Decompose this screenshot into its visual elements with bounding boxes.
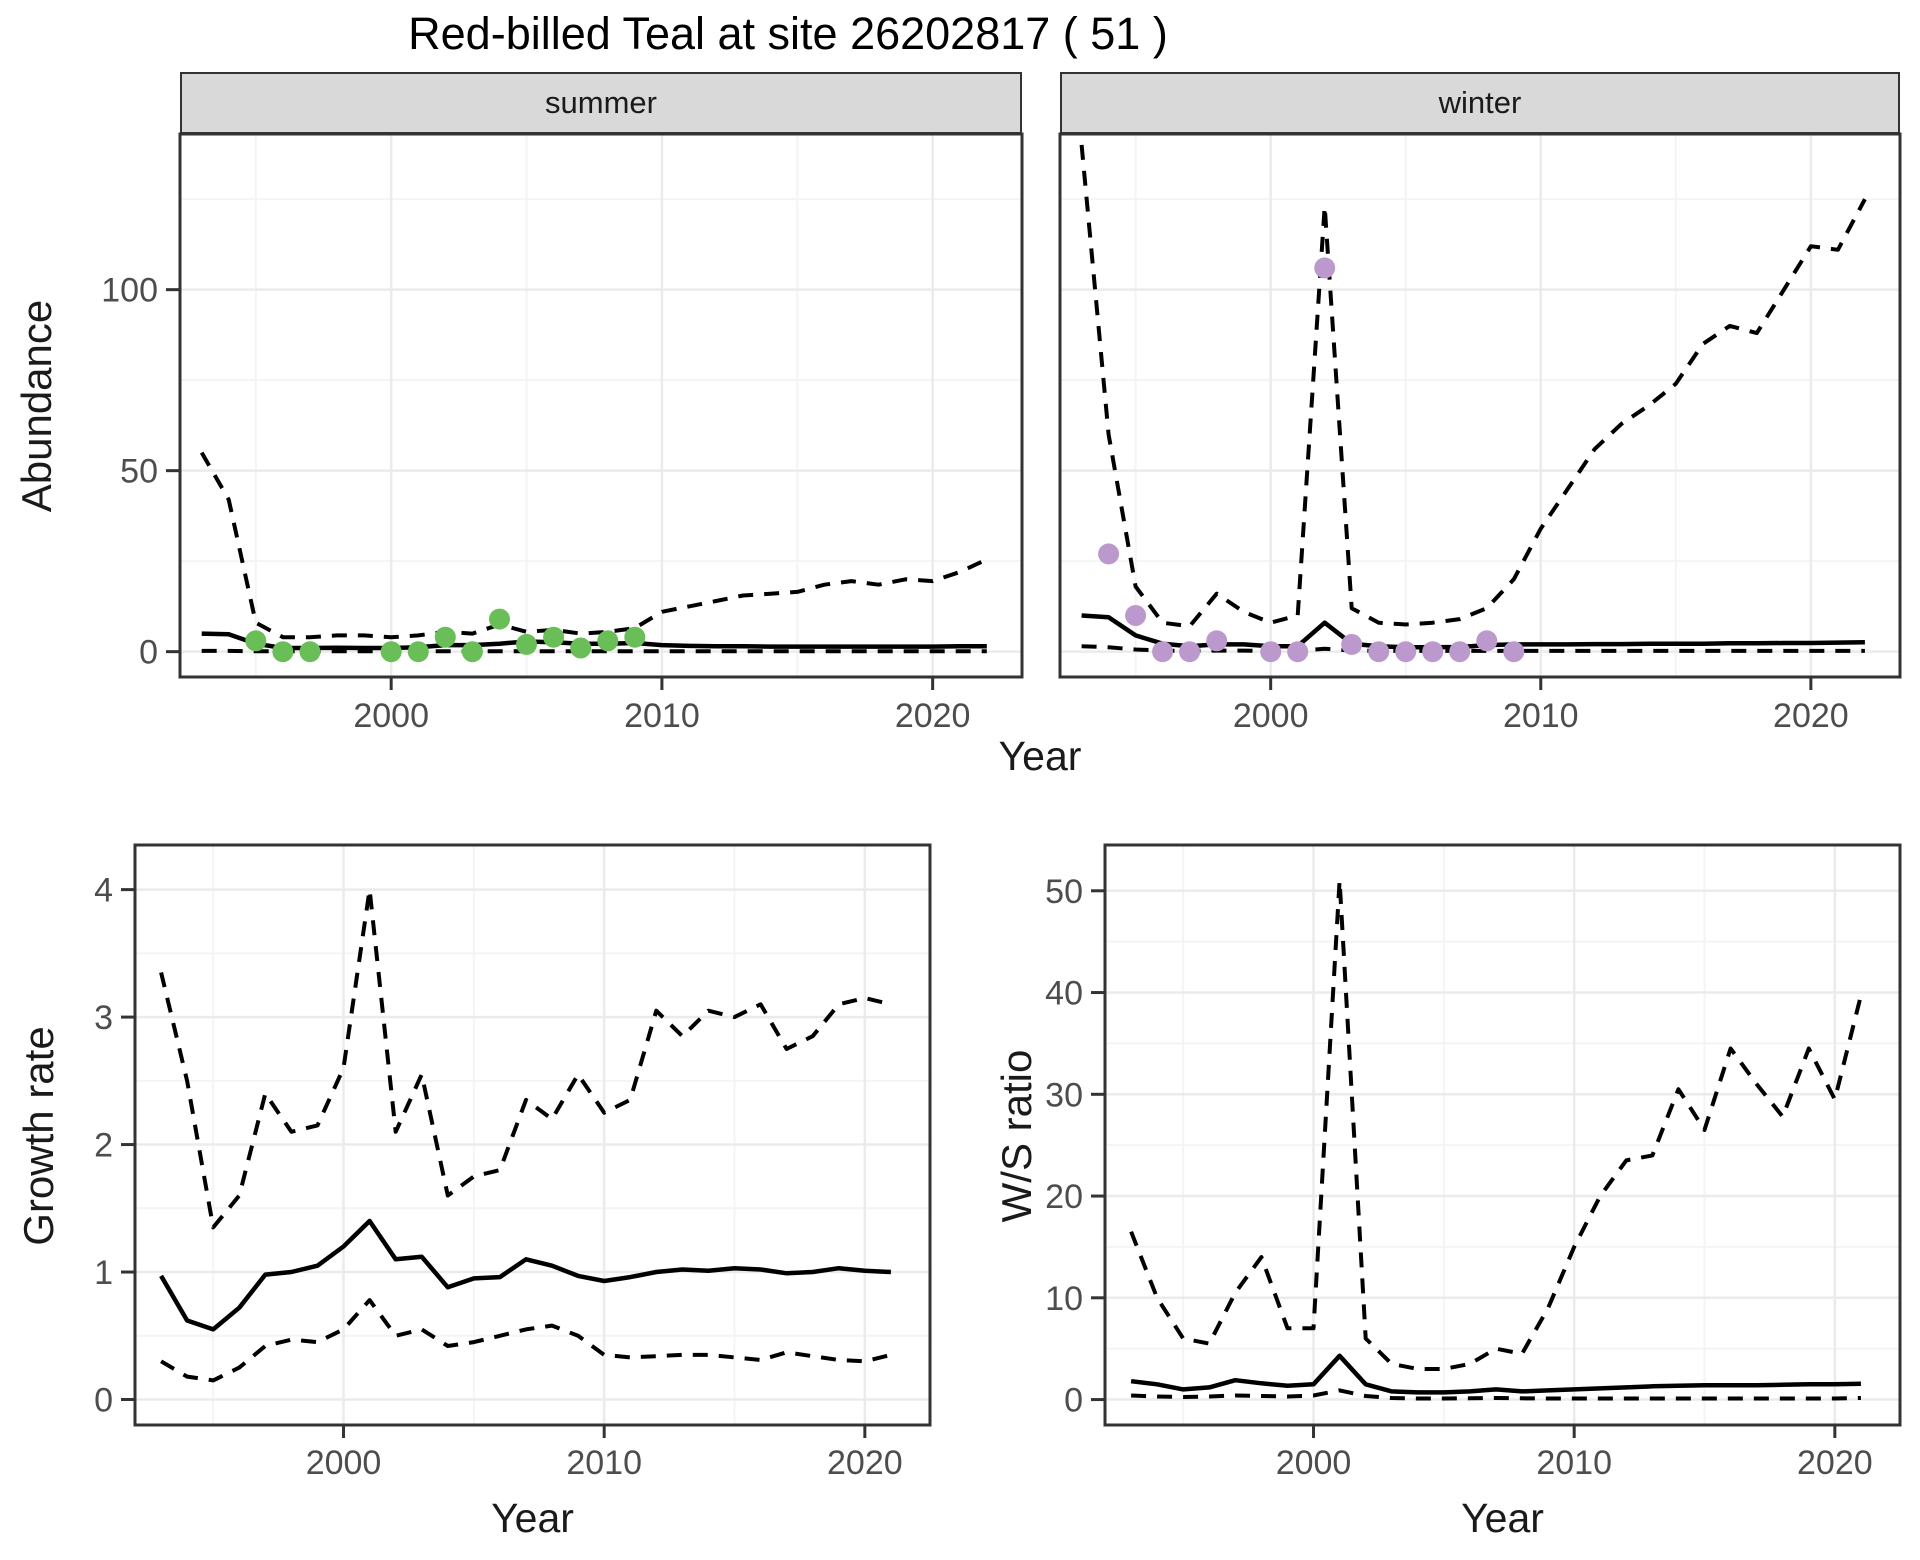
y-tick-label: 50 — [1045, 873, 1083, 911]
y-tick-label: 50 — [120, 453, 158, 491]
panel-background-abundance-summer — [180, 134, 1022, 677]
abundance-summer-observation-point-1995 — [245, 630, 267, 652]
y-tick-label: 40 — [1045, 975, 1083, 1013]
x-tick-label: 2010 — [1503, 697, 1579, 735]
y-tick-label: 30 — [1045, 1076, 1083, 1114]
abundance-summer-observation-point-2006 — [543, 626, 565, 648]
abundance-winter-observation-point-1998 — [1206, 630, 1228, 652]
abundance-winter-observation-point-2000 — [1260, 641, 1282, 663]
abundance-summer-observation-point-2000 — [380, 641, 402, 663]
x-axis-title-growth-rate: Year — [491, 1495, 574, 1541]
x-tick-label: 2020 — [1773, 697, 1849, 735]
abundance-summer-observation-point-2008 — [597, 630, 619, 652]
panel-border-abundance-winter — [1058, 132, 1902, 679]
x-tick-label: 2020 — [895, 697, 971, 735]
facet-strip-summer: summer — [180, 72, 1022, 134]
y-tick-label: 0 — [1064, 1382, 1083, 1420]
abundance-summer-observation-point-2009 — [624, 626, 646, 648]
abundance-winter-observation-point-1997 — [1179, 641, 1201, 663]
growth-rate-fit-line — [159, 1218, 892, 1332]
y-tick-label: 2 — [94, 1127, 113, 1165]
y-tick-label: 4 — [94, 872, 113, 910]
y-tick-label: 0 — [94, 1382, 113, 1420]
abundance-summer-observation-point-2001 — [407, 641, 429, 663]
y-tick-label: 20 — [1045, 1178, 1083, 1216]
y-tick-label: 100 — [101, 272, 158, 310]
abundance-winter-upper_ci-line — [1079, 144, 1867, 629]
x-tick-label: 2000 — [1276, 1444, 1352, 1482]
abundance-winter-observation-point-1995 — [1125, 605, 1147, 626]
panel-border-growth-rate — [133, 843, 932, 1427]
y-axis-title-abundance: Abundance — [13, 299, 60, 513]
facet-strip-winter: winter — [1060, 72, 1900, 134]
chart-title: Red-billed Teal at site 26202817 ( 51 ) — [408, 8, 1168, 59]
y-tick-label: 0 — [139, 634, 158, 672]
abundance-winter-observation-point-2006 — [1422, 641, 1444, 663]
x-tick-label: 2000 — [1233, 697, 1309, 735]
ws-ratio-lower_ci-line — [1131, 1388, 1861, 1401]
panel-abundance-winter: 2000 2010 2020 — [1058, 132, 1902, 735]
growth-rate-upper_ci-line — [159, 887, 892, 1230]
x-tick-label: 2010 — [624, 697, 700, 735]
abundance-summer-observation-point-2004 — [489, 608, 510, 630]
growth-rate-lower_ci-line — [160, 1298, 892, 1383]
abundance-summer-observation-point-2003 — [461, 641, 483, 663]
abundance-summer-observation-point-1997 — [299, 641, 321, 663]
abundance-summer-observation-point-1996 — [272, 641, 294, 663]
abundance-winter-observation-point-1996 — [1152, 641, 1174, 663]
x-tick-label: 2000 — [353, 697, 429, 735]
panel-border-abundance-summer — [178, 132, 1024, 679]
abundance-winter-observation-point-2004 — [1368, 641, 1390, 663]
abundance-summer-observation-point-2007 — [570, 637, 592, 659]
abundance-winter-observation-point-2003 — [1341, 633, 1363, 655]
facet-strip-winter-label: winter — [1438, 85, 1522, 120]
abundance-winter-observation-point-2007 — [1449, 641, 1471, 663]
y-tick-label: 1 — [94, 1254, 113, 1292]
x-axis-title-top: Year — [998, 733, 1082, 779]
x-tick-label: 2000 — [306, 1444, 382, 1482]
x-axis-title-ws-ratio: Year — [1461, 1495, 1544, 1541]
panel-border-ws-ratio — [1103, 843, 1902, 1427]
abundance-winter-observation-point-2008 — [1476, 630, 1498, 652]
abundance-summer-observation-point-2005 — [516, 633, 537, 655]
abundance-winter-observation-point-2009 — [1503, 641, 1525, 663]
x-tick-label: 2020 — [1797, 1444, 1873, 1482]
y-axis-title-ws-ratio: W/S ratio — [993, 1049, 1040, 1223]
y-tick-label: 10 — [1045, 1280, 1083, 1318]
panel-background-abundance-winter — [1060, 134, 1900, 677]
panel-ws-ratio: 2000 2010 2020 0 10 20 30 40 50 — [1045, 843, 1902, 1482]
abundance-winter-observation-point-2001 — [1287, 641, 1309, 663]
x-tick-label: 2020 — [827, 1444, 903, 1482]
y-tick-label: 3 — [94, 999, 113, 1037]
ws-ratio-fit-line — [1130, 1353, 1861, 1395]
facet-strip-summer-label: summer — [545, 85, 657, 120]
abundance-winter-observation-point-2005 — [1395, 641, 1417, 663]
abundance-summer-upper_ci-line — [199, 451, 988, 640]
y-axis-title-growth-rate: Growth rate — [15, 1026, 62, 1246]
panel-background-ws-ratio — [1105, 845, 1900, 1425]
abundance-winter-observation-point-1994 — [1098, 543, 1120, 565]
panel-abundance-summer: 2000 2010 2020 0 50 100 — [101, 132, 1024, 735]
x-tick-label: 2010 — [566, 1444, 642, 1482]
abundance-summer-observation-point-2002 — [434, 626, 456, 648]
abundance-summer-fit-line — [201, 631, 987, 651]
abundance-winter-lower_ci-line — [1081, 644, 1865, 653]
panel-growth-rate: 2000 2010 2020 0 1 2 3 4 — [94, 843, 932, 1482]
abundance-winter-observation-point-2002 — [1314, 257, 1336, 279]
panel-background-growth-rate — [135, 845, 930, 1425]
x-tick-label: 2010 — [1536, 1444, 1612, 1482]
